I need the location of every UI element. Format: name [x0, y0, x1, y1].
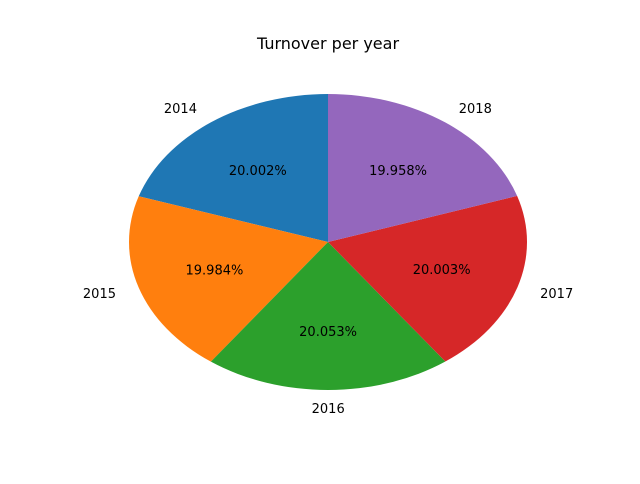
pie-label-2015: 2015 — [83, 287, 116, 302]
pie-label-2016: 2016 — [312, 402, 345, 417]
pie-slice-2015 — [128, 196, 328, 362]
pie-percent-2018: 19.958% — [369, 164, 427, 179]
pie-percent-2017: 20.003% — [413, 263, 471, 278]
pie-labels: 2014 20.002% 2015 19.984% 2016 20.053% 2017 20.… — [83, 102, 573, 417]
pie-slice-2014 — [138, 94, 328, 242]
pie-slice-2017 — [328, 195, 528, 362]
pie-slice-2016 — [210, 242, 446, 390]
pie-percent-2015: 19.984% — [186, 263, 244, 278]
chart-title: Turnover per year — [256, 34, 399, 53]
pie-label-2014: 2014 — [164, 102, 197, 117]
pie-percent-2014: 20.002% — [229, 164, 287, 179]
pie-slice-2018 — [328, 94, 518, 242]
pie-label-2018: 2018 — [459, 102, 492, 117]
pie-label-2017: 2017 — [540, 287, 573, 302]
pie-percent-2016: 20.053% — [299, 325, 357, 340]
pie-slices — [128, 94, 528, 390]
